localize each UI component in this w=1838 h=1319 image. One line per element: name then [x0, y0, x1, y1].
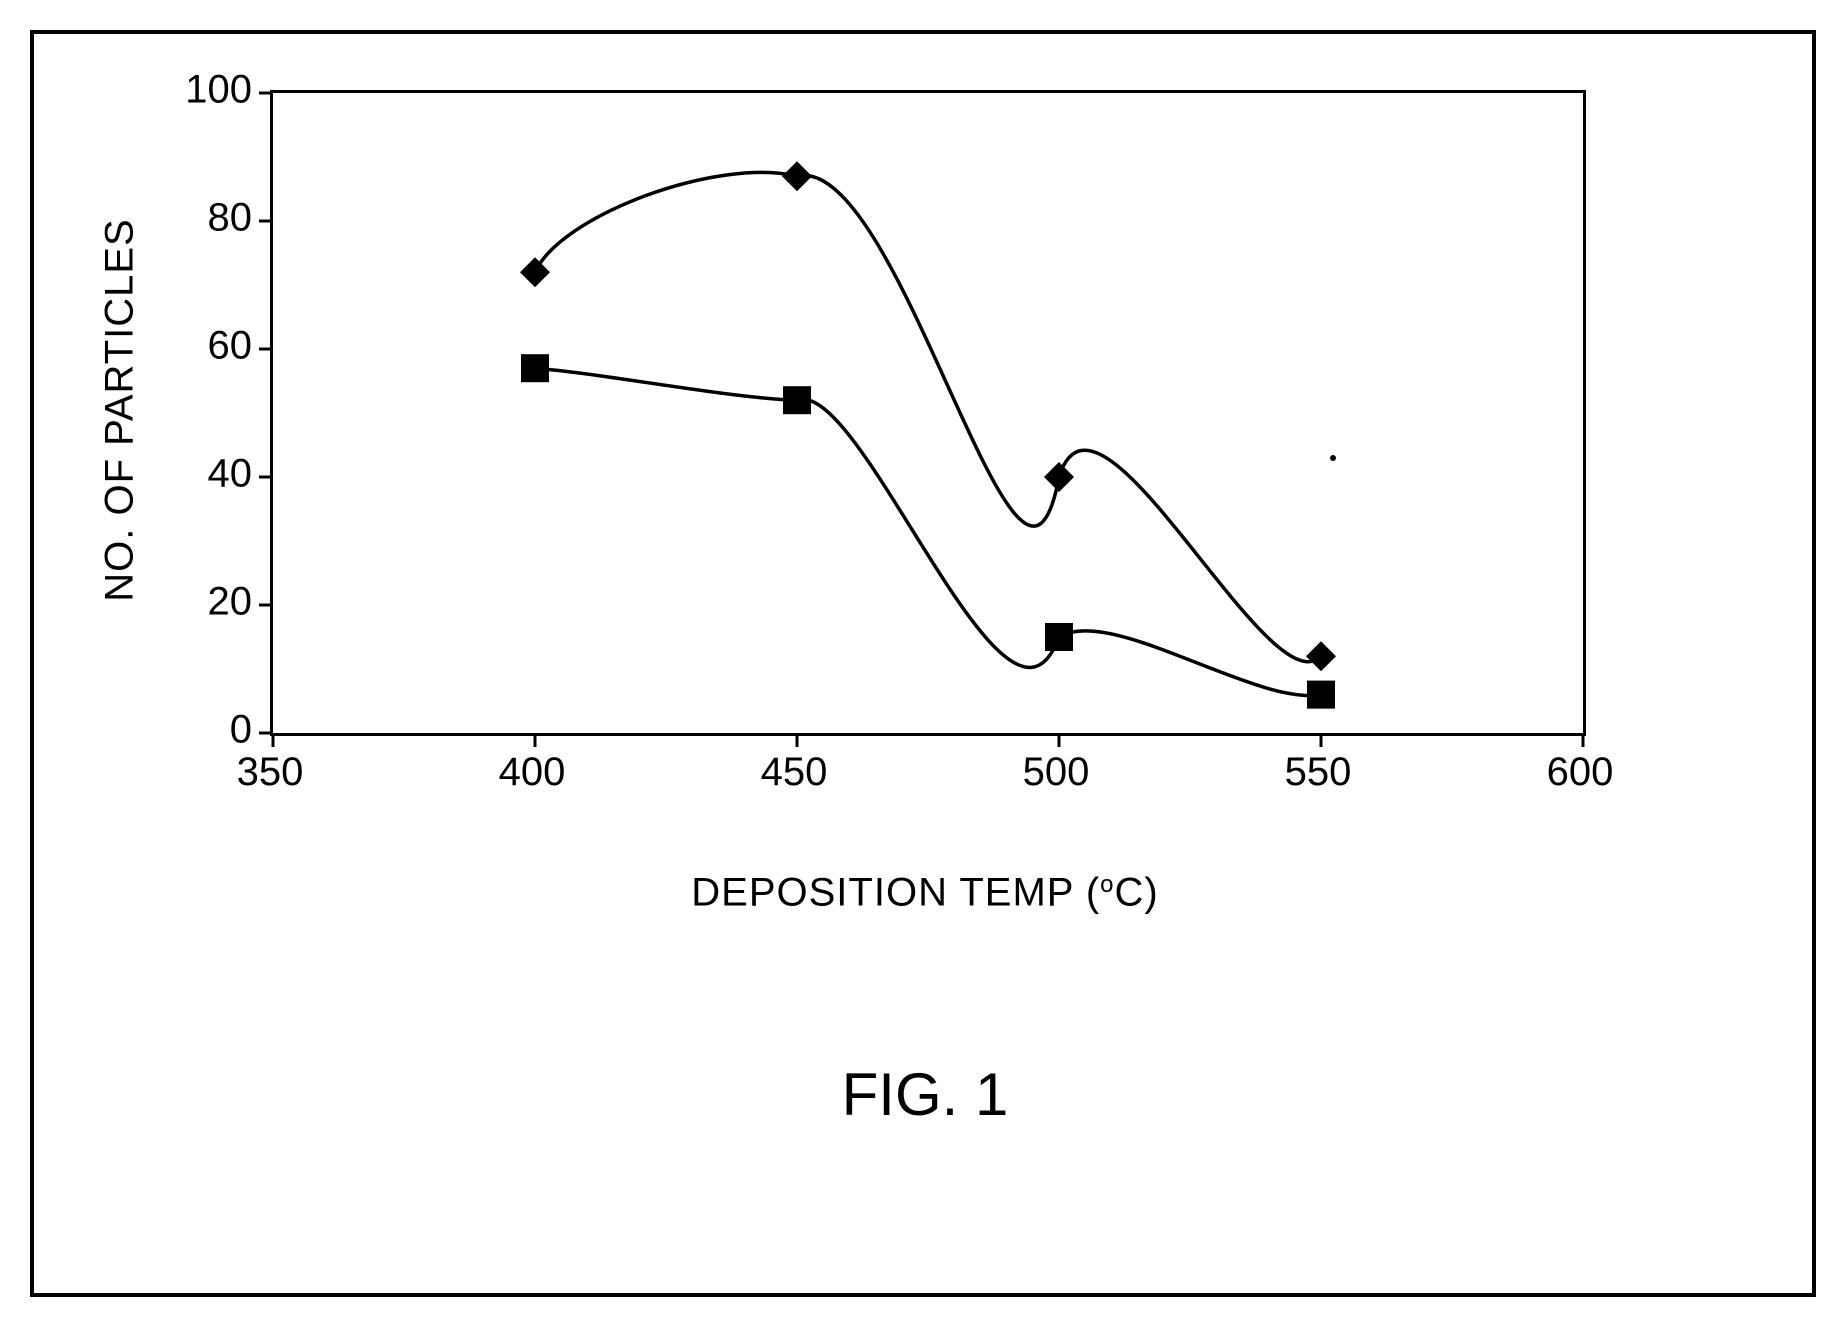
x-tick-label: 350 — [237, 750, 304, 795]
y-tick-label: 40 — [172, 452, 252, 497]
series-diamond-line — [535, 172, 1321, 661]
series-square-marker — [1307, 681, 1335, 709]
x-tick-label: 450 — [761, 750, 828, 795]
figure-container: NO. OF PARTICLES DEPOSITION TEMP (oC) FI… — [0, 0, 1838, 1319]
x-axis-label: DEPOSITION TEMP (oC) — [691, 870, 1159, 915]
y-tick-label: 100 — [172, 68, 252, 113]
series-diamond-marker — [520, 257, 550, 287]
series-diamond-marker — [1306, 641, 1336, 671]
series-square-marker — [521, 354, 549, 382]
series-square-marker — [1045, 623, 1073, 651]
x-tick-label: 550 — [1285, 750, 1352, 795]
x-tick-label: 500 — [1023, 750, 1090, 795]
y-axis-label: NO. OF PARTICLES — [98, 218, 143, 601]
y-tick-label: 0 — [172, 708, 252, 753]
x-tick-label: 400 — [499, 750, 566, 795]
series-square-line — [535, 368, 1321, 695]
series-diamond-marker — [1044, 462, 1074, 492]
stray-dot — [1330, 455, 1336, 461]
series-diamond-marker — [782, 161, 812, 191]
chart-plot-area — [270, 90, 1586, 736]
y-tick-label: 20 — [172, 580, 252, 625]
x-tick-label: 600 — [1547, 750, 1614, 795]
series-square-marker — [783, 386, 811, 414]
y-tick-label: 60 — [172, 324, 252, 369]
chart-svg — [273, 93, 1583, 733]
figure-caption: FIG. 1 — [842, 1060, 1009, 1129]
y-tick-label: 80 — [172, 196, 252, 241]
